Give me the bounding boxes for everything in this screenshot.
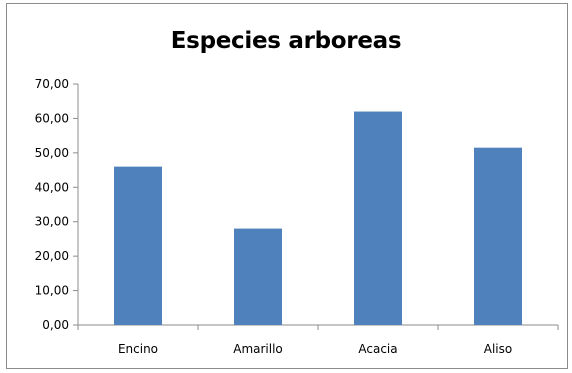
y-tick-label: 10,00 <box>35 284 69 298</box>
y-tick-label: 40,00 <box>35 180 69 194</box>
x-tick-label: Encino <box>118 342 158 356</box>
y-tick-label: 20,00 <box>35 249 69 263</box>
y-tick-label: 0,00 <box>42 318 69 332</box>
y-tick-label: 30,00 <box>35 215 69 229</box>
y-tick-label: 50,00 <box>35 146 69 160</box>
bar-amarillo <box>234 228 282 325</box>
bars <box>114 111 522 326</box>
y-tick-label: 60,00 <box>35 111 69 125</box>
y-tick-labels: 0,00 10,00 20,00 30,00 40,00 50,00 60,00 70,00 <box>35 77 69 332</box>
x-tick-label: Aliso <box>484 342 512 356</box>
x-tick-label: Amarillo <box>233 342 283 356</box>
y-tick-label: 70,00 <box>35 77 69 91</box>
x-tick-label: Acacia <box>358 342 397 356</box>
bar-aliso <box>474 147 522 325</box>
x-tick-labels: Encino Amarillo Acacia Aliso <box>118 342 512 356</box>
bar-acacia <box>354 111 402 326</box>
chart-title: Especies arboreas <box>170 28 402 54</box>
bar-encino <box>114 166 162 325</box>
